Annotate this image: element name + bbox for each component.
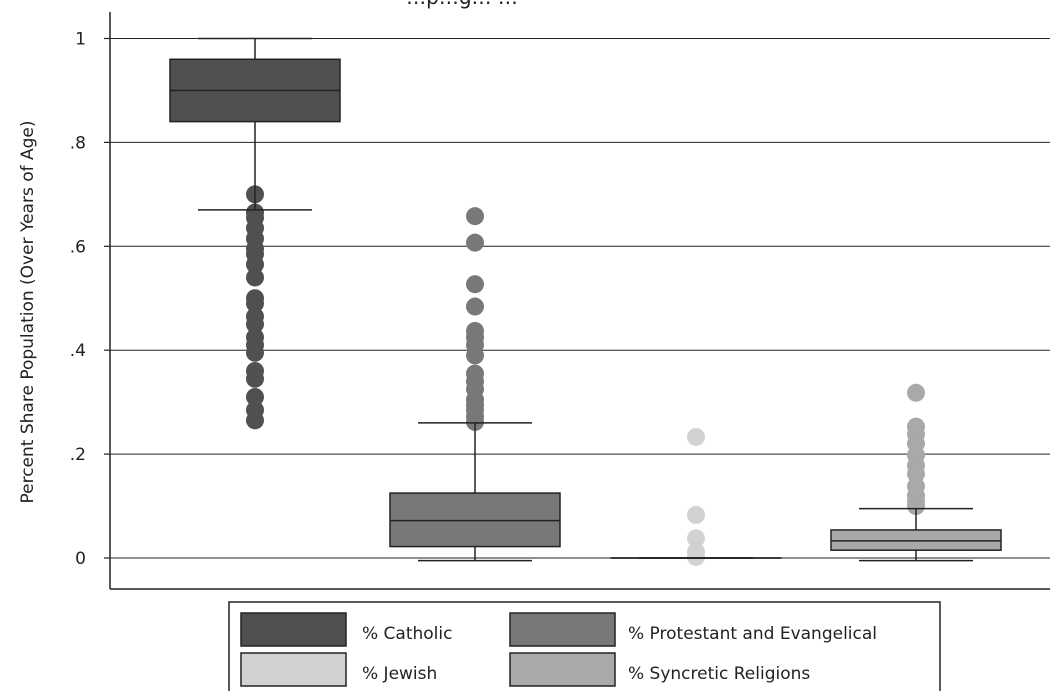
box-series <box>170 39 340 430</box>
legend: % Catholic % Protestant and Evangelical % … <box>229 602 940 691</box>
chart-title-group: …p…g… … <box>406 0 518 9</box>
series-group <box>170 39 1001 566</box>
outlier-point <box>466 234 484 252</box>
y-tick-label: .4 <box>70 341 86 361</box>
outlier-point <box>246 268 264 286</box>
outlier-point <box>466 275 484 293</box>
y-axis-title: Percent Share Population (Over Years of … <box>18 120 38 503</box>
outlier-point <box>246 370 264 388</box>
iqr-box <box>831 530 1001 550</box>
legend-label: % Syncretic Religions <box>628 664 810 684</box>
outlier-point <box>907 384 925 402</box>
y-tick-label: 1 <box>75 30 86 50</box>
box-series <box>611 428 781 566</box>
box-series <box>831 384 1001 561</box>
legend-swatch <box>241 613 346 646</box>
outlier-point <box>687 428 705 446</box>
outlier-point <box>687 548 705 566</box>
legend-swatch <box>241 653 346 686</box>
outlier-point <box>466 207 484 225</box>
outlier-point <box>246 411 264 429</box>
chart-title: …p…g… … <box>406 0 518 9</box>
legend-label: % Jewish <box>362 664 437 684</box>
iqr-box <box>390 493 560 547</box>
y-tick-label: 0 <box>75 549 86 569</box>
legend-swatch <box>510 653 615 686</box>
outlier-point <box>466 298 484 316</box>
y-tick-label: .8 <box>70 133 86 153</box>
outlier-point <box>687 506 705 524</box>
legend-label: % Catholic <box>362 624 452 644</box>
y-tick-label: .2 <box>70 445 86 465</box>
box-series <box>390 207 560 560</box>
outlier-point <box>246 344 264 362</box>
outlier-point <box>466 346 484 364</box>
y-tick-label: .6 <box>70 237 86 257</box>
legend-swatch <box>510 613 615 646</box>
legend-label: % Protestant and Evangelical <box>628 624 877 644</box>
